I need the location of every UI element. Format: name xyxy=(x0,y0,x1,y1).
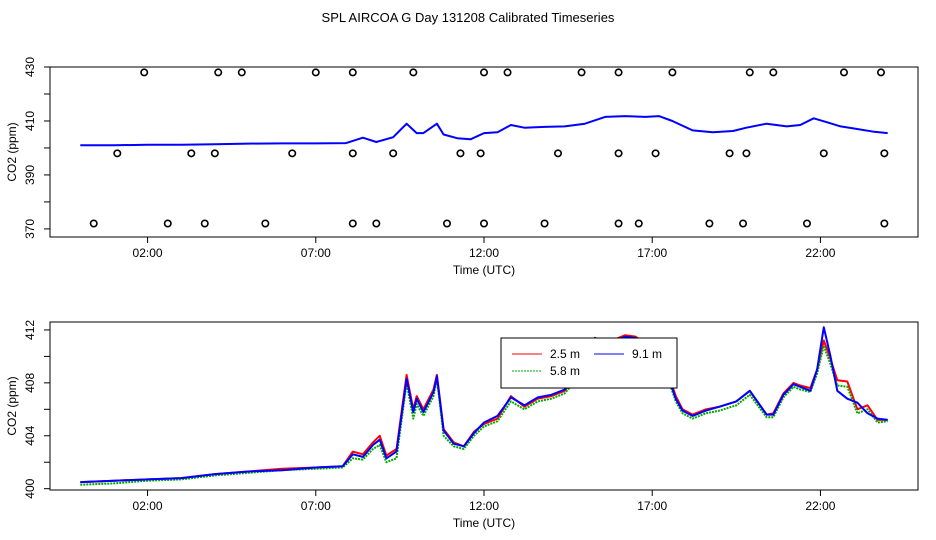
data-point-marker xyxy=(725,149,734,158)
data-point-marker xyxy=(554,149,563,158)
y-tick-label: 370 xyxy=(23,219,37,239)
y-tick-label: 430 xyxy=(23,57,37,77)
data-point-marker xyxy=(442,219,451,228)
data-point-marker xyxy=(311,68,320,77)
x-axis-label: Time (UTC) xyxy=(453,263,515,277)
x-tick-label: 12:00 xyxy=(469,246,499,260)
y-tick-label: 400 xyxy=(23,478,37,498)
x-tick-label: 22:00 xyxy=(805,246,835,260)
data-point-marker xyxy=(745,68,754,77)
data-point-marker xyxy=(634,219,643,228)
chart-title: SPL AIRCOA G Day 131208 Calibrated Times… xyxy=(322,10,615,25)
data-point-marker xyxy=(577,68,586,77)
data-point-marker xyxy=(739,219,748,228)
data-point-marker xyxy=(163,219,172,228)
data-point-marker xyxy=(880,219,889,228)
legend: 2.5 m 5.8 m 9.1 m xyxy=(500,337,678,389)
data-point-marker xyxy=(479,219,488,228)
data-point-marker xyxy=(210,149,219,158)
legend-label: 9.1 m xyxy=(632,347,662,361)
series-line xyxy=(80,326,888,484)
data-point-marker xyxy=(614,149,623,158)
data-point-marker xyxy=(540,219,549,228)
data-point-marker xyxy=(802,219,811,228)
x-tick-label: 22:00 xyxy=(805,499,835,513)
y-axis-label: CO2 (ppm) xyxy=(5,122,19,181)
x-tick-label: 17:00 xyxy=(637,499,667,513)
y-axis-label: CO2 (ppm) xyxy=(5,376,19,435)
data-point-marker xyxy=(288,149,297,158)
data-point-marker xyxy=(614,68,623,77)
data-point-marker xyxy=(389,149,398,158)
data-point-marker xyxy=(503,68,512,77)
series-line xyxy=(80,115,888,147)
data-point-marker xyxy=(348,68,357,77)
data-point-marker xyxy=(187,149,196,158)
series-line xyxy=(80,334,888,484)
plot-frame xyxy=(49,321,919,491)
legend-label: 2.5 m xyxy=(550,347,580,361)
y-tick-label: 390 xyxy=(23,165,37,185)
data-point-marker xyxy=(409,68,418,77)
data-point-marker xyxy=(261,219,270,228)
data-point-marker xyxy=(89,219,98,228)
data-point-marker xyxy=(614,219,623,228)
data-point-marker xyxy=(880,149,889,158)
legend-box xyxy=(500,337,678,389)
y-tick-label: 408 xyxy=(23,373,37,393)
data-point-marker xyxy=(668,68,677,77)
data-point-marker xyxy=(372,219,381,228)
data-point-marker xyxy=(113,149,122,158)
data-point-marker xyxy=(237,68,246,77)
data-point-marker xyxy=(140,68,149,77)
x-tick-label: 17:00 xyxy=(637,246,667,260)
y-tick-label: 404 xyxy=(23,425,37,445)
data-point-marker xyxy=(214,68,223,77)
data-point-marker xyxy=(705,219,714,228)
data-point-marker xyxy=(479,68,488,77)
data-point-marker xyxy=(742,149,751,158)
x-tick-label: 07:00 xyxy=(301,499,331,513)
data-point-marker xyxy=(348,219,357,228)
x-tick-label: 07:00 xyxy=(301,246,331,260)
data-point-marker xyxy=(769,68,778,77)
data-point-marker xyxy=(200,219,209,228)
data-point-marker xyxy=(839,68,848,77)
bottom-panel: 02:00 07:00 12:00 17:00 22:00 400 404 408 412 Tim… xyxy=(5,320,919,530)
data-point-marker xyxy=(348,149,357,158)
data-point-marker xyxy=(456,149,465,158)
y-tick-label: 412 xyxy=(23,320,37,340)
top-panel: 02:00 07:00 12:00 17:00 22:00 370 390 410 430 Tim… xyxy=(5,57,919,277)
data-point-marker xyxy=(476,149,485,158)
x-tick-label: 12:00 xyxy=(469,499,499,513)
legend-label: 5.8 m xyxy=(550,364,580,378)
x-tick-label: 02:00 xyxy=(133,499,163,513)
x-axis-label: Time (UTC) xyxy=(453,516,515,530)
series-line xyxy=(80,338,888,486)
data-point-marker xyxy=(876,68,885,77)
data-point-marker xyxy=(819,149,828,158)
data-point-marker xyxy=(651,149,660,158)
x-tick-label: 02:00 xyxy=(133,246,163,260)
y-tick-label: 410 xyxy=(23,111,37,131)
